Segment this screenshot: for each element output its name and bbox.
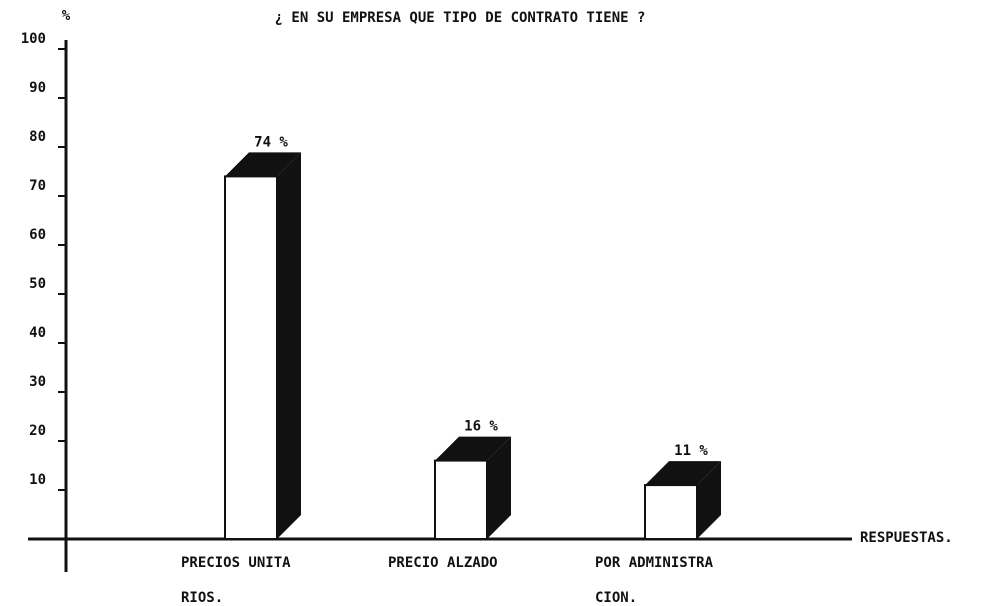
x-axis-label: RESPUESTAS. <box>860 530 953 546</box>
bar-side <box>697 461 721 539</box>
y-tick-label: 30 <box>29 374 46 390</box>
bar-side <box>277 152 301 539</box>
x-tick-label: CION. <box>595 590 637 606</box>
bar <box>434 459 488 541</box>
x-tick-label: POR ADMINISTRA <box>595 555 714 571</box>
bar-top <box>435 436 511 461</box>
bar <box>224 175 278 540</box>
value-label: 16 % <box>464 419 498 435</box>
y-tick-label: 100 <box>21 31 46 47</box>
bar <box>644 484 698 541</box>
chart-title: ¿ EN SU EMPRESA QUE TIPO DE CONTRATO TIE… <box>275 10 646 26</box>
y-axis-label: % <box>62 8 71 24</box>
bar-top <box>225 152 301 177</box>
bar-top <box>645 461 721 486</box>
y-tick-label: 70 <box>29 178 46 194</box>
x-tick-label: RIOS. <box>181 590 223 606</box>
value-label: 74 % <box>254 134 288 150</box>
x-tick-label: PRECIOS UNITA <box>181 555 291 571</box>
y-tick-label: 60 <box>29 227 46 243</box>
y-tick-label: 40 <box>29 325 46 341</box>
y-tick-label: 20 <box>29 423 46 439</box>
y-tick-label: 80 <box>29 129 46 145</box>
x-tick-label: PRECIO ALZADO <box>388 555 498 571</box>
y-tick-label: 50 <box>29 276 46 292</box>
bar-side <box>487 436 511 539</box>
y-tick-label: 90 <box>29 80 46 96</box>
value-label: 11 % <box>674 443 708 459</box>
y-tick-label: 10 <box>29 472 46 488</box>
